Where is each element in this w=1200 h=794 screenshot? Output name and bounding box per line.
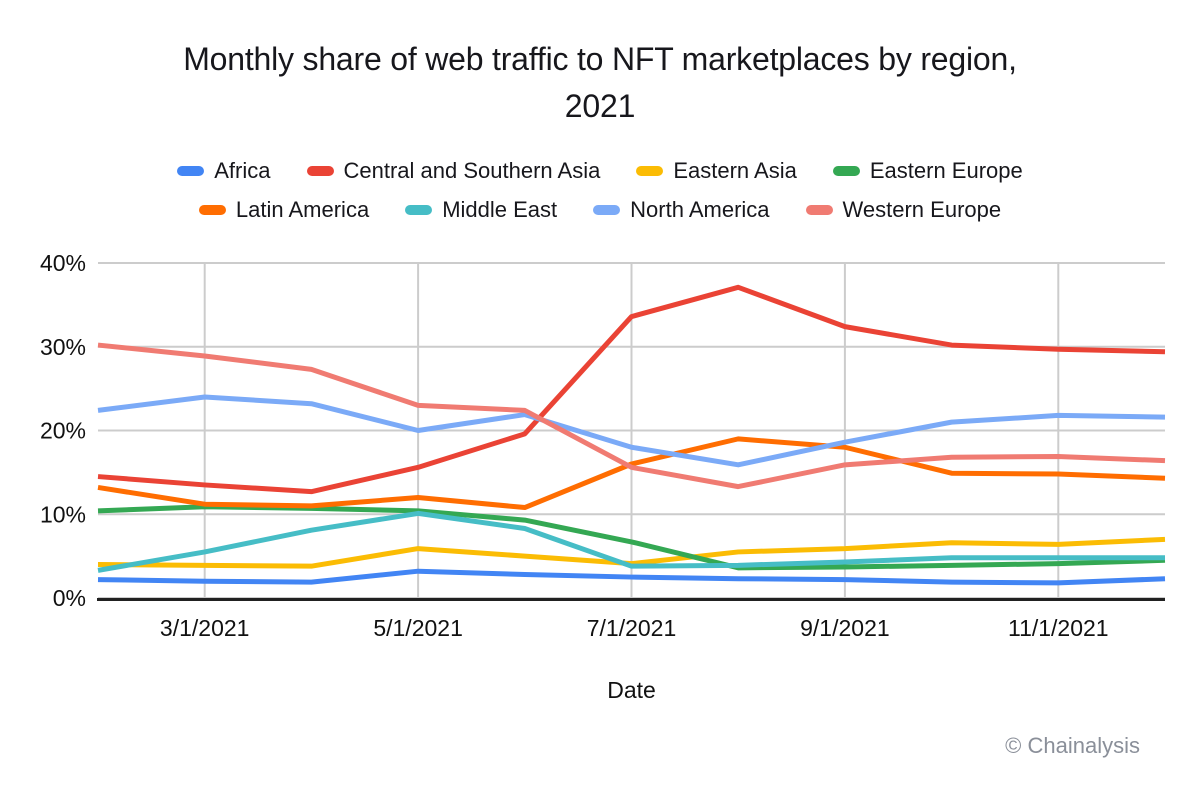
chart-legend: Africa Central and Southern Asia Eastern A… — [0, 158, 1200, 223]
y-tick-label: 0% — [53, 585, 86, 611]
legend-item-eastern-europe: Eastern Europe — [832, 158, 1023, 184]
legend-item-latin-america: Latin America — [198, 197, 370, 223]
legend-item-label: Middle East — [442, 197, 558, 222]
legend-color-swatch — [177, 166, 205, 176]
legend-color-swatch — [306, 166, 334, 176]
series-line-north-america — [97, 394, 1166, 468]
x-tick-label: 7/1/2021 — [587, 615, 677, 641]
legend-item-eastern-asia: Eastern Asia — [636, 158, 797, 184]
legend-color-swatch — [832, 166, 860, 176]
legend-color-swatch — [405, 205, 433, 215]
y-tick-label: 10% — [40, 501, 86, 527]
legend-item-label: North America — [630, 197, 770, 222]
chart-title: Monthly share of web traffic to NFT mark… — [80, 36, 1120, 130]
chart-title-line2: 2021 — [564, 88, 636, 124]
legend-color-swatch — [636, 166, 664, 176]
series-line-western-europe — [97, 342, 1166, 490]
x-tick-label: 11/1/2021 — [1008, 615, 1109, 641]
chart-title-line1: Monthly share of web traffic to NFT mark… — [183, 41, 1017, 77]
x-tick-label: 3/1/2021 — [160, 615, 250, 641]
y-tick-label: 40% — [40, 250, 86, 276]
y-tick-label: 30% — [40, 334, 86, 360]
x-tick-label: 5/1/2021 — [373, 615, 463, 641]
legend-item-label: Latin America — [235, 197, 370, 222]
series-line-middle-east — [97, 510, 1165, 573]
series-line-central-and-southern-asia — [97, 284, 1166, 495]
legend-item-north-america: North America — [593, 197, 770, 223]
series-line-eastern-europe — [97, 504, 1166, 571]
legend-item-western-europe: Western Europe — [805, 197, 1002, 223]
legend-row: Africa Central and Southern Asia Eastern A… — [177, 158, 1023, 184]
legend-color-swatch — [198, 205, 226, 215]
legend-item-middle-east: Middle East — [405, 197, 557, 223]
legend-item-label: Western Europe — [842, 197, 1002, 222]
x-tick-label: 9/1/2021 — [800, 615, 890, 641]
legend-item-label: Africa — [214, 158, 271, 183]
series-line-latin-america — [97, 436, 1166, 511]
x-axis-title: Date — [607, 677, 656, 703]
legend-color-swatch — [805, 205, 833, 215]
copyright-credit: © Chainalysis — [1005, 733, 1140, 758]
legend-item-label: Central and Southern Asia — [343, 158, 601, 183]
y-tick-label: 20% — [40, 418, 86, 444]
series-line-africa — [97, 568, 1166, 586]
chart-svg: 0% 10% 20% 30% 40% 3/1/2021 5/1/2021 7/1/2021 9/… — [40, 250, 1166, 703]
legend-item-africa: Africa — [177, 158, 271, 184]
legend-item-central-and-southern-asia: Central and Southern Asia — [306, 158, 601, 184]
legend-row: Latin America Middle East North America Wes… — [198, 197, 1002, 223]
legend-color-swatch — [593, 205, 621, 215]
legend-item-label: Eastern Europe — [869, 158, 1023, 183]
legend-item-label: Eastern Asia — [673, 158, 797, 183]
